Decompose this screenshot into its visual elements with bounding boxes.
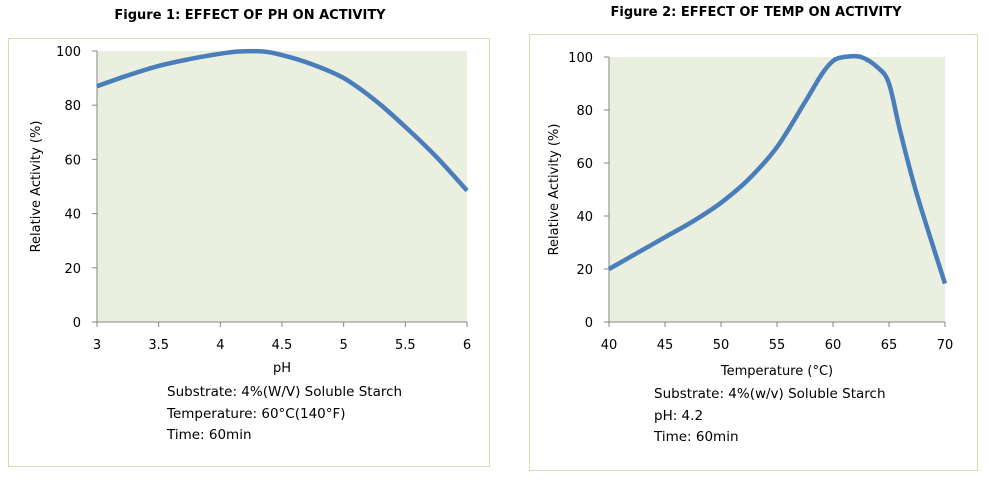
y-tick-label: 100 [56,45,81,60]
plot-area [609,57,945,322]
y-tick-label: 80 [64,99,81,114]
x-tick-label: 50 [713,338,730,353]
x-tick-label: 65 [881,338,898,353]
y-tick-label: 0 [73,316,81,331]
activity-curve [96,48,469,193]
chart-2-conditions: Substrate: 4%(w/v) Soluble Starch pH: 4.… [654,384,886,449]
figure-2-title: Figure 2: EFFECT OF TEMP ON ACTIVITY [610,5,902,20]
y-tick-label: 20 [64,262,81,277]
activity-curve [607,53,948,285]
x-tick-label: 60 [825,338,842,353]
chart-2-substrate-note: Substrate: 4%(w/v) Soluble Starch [654,386,886,402]
figure-1-title: Figure 1: EFFECT OF PH ON ACTIVITY [114,8,386,23]
chart-1-conditions: Substrate: 4%(W/V) Soluble Starch Temper… [167,382,402,447]
x-tick-label: 5 [340,338,348,353]
y-tick-label: 80 [576,104,593,119]
y-tick-label: 100 [568,51,593,66]
chart-2-time-note: Time: 60min [654,429,739,445]
y-tick-label: 0 [585,316,593,331]
x-tick-label: 40 [601,338,618,353]
x-tick-label: 4 [216,338,224,353]
x-tick-label: 70 [937,338,954,353]
x-tick-label: 55 [769,338,786,353]
y-axis-title: Relative Activity (%) [29,121,44,253]
x-axis-title: Temperature (°C) [720,364,833,379]
x-tick-label: 3 [93,338,101,353]
x-tick-label: 5.5 [395,338,416,353]
plot-area [97,51,467,322]
chart-1-temperature-note: Temperature: 60°C(140°F) [167,405,346,422]
x-axis-title: pH [273,361,291,376]
y-tick-label: 40 [64,208,81,223]
x-tick-label: 4.5 [272,338,293,353]
chart-1-substrate-note: Substrate: 4%(W/V) Soluble Starch [167,384,403,400]
chart-2-ph-note: pH: 4.2 [654,407,704,424]
x-tick-label: 45 [657,338,674,353]
y-tick-label: 40 [576,210,593,225]
x-tick-label: 6 [463,338,471,353]
x-tick-label: 3.5 [148,338,169,353]
y-tick-label: 60 [64,153,81,168]
y-tick-label: 20 [576,263,593,278]
y-axis-title: Relative Activity (%) [547,124,562,256]
chart-1-time-note: Time: 60min [167,427,252,443]
y-tick-label: 60 [576,157,593,172]
